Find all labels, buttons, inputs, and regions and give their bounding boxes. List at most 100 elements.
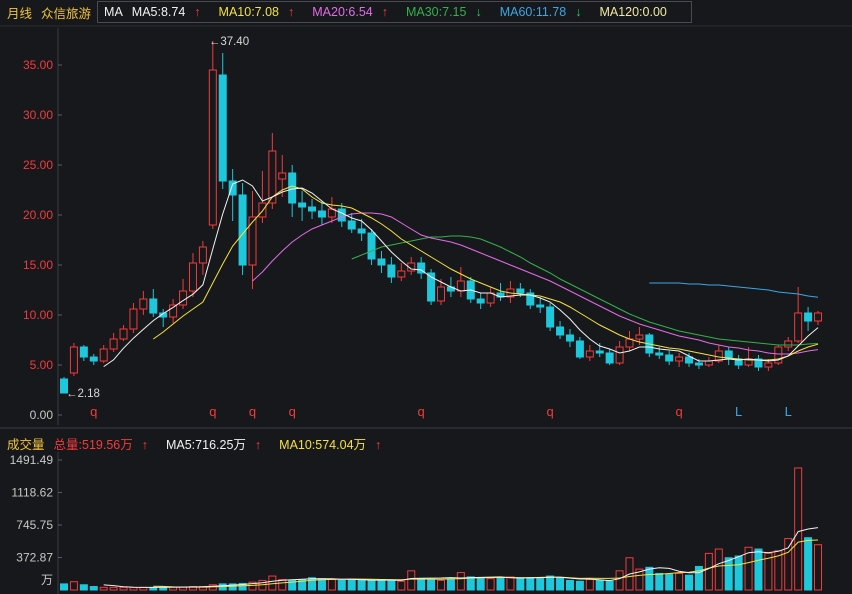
volume-bar <box>536 578 545 591</box>
volume-bar <box>238 582 247 591</box>
volume-bar <box>804 537 813 591</box>
candle <box>198 241 207 275</box>
volume-bar <box>516 577 525 591</box>
candle <box>347 213 356 233</box>
ma30-value: MA30:7.15 ↓ <box>405 5 482 19</box>
volume-bar <box>764 552 773 591</box>
candle-body <box>804 312 813 322</box>
candle <box>278 155 287 197</box>
price-tick-label: 0.00 <box>30 408 54 422</box>
candle <box>129 303 138 333</box>
price-tick-label: 30.00 <box>23 108 53 122</box>
candle-body <box>99 348 108 362</box>
volume-bar <box>60 583 68 591</box>
volume-bar <box>655 572 664 591</box>
candle <box>506 281 515 303</box>
volume-bar <box>417 578 426 591</box>
candle-body <box>288 172 297 204</box>
signal-marker: q <box>249 404 256 419</box>
volume-bar <box>228 583 237 591</box>
price-tick-label: 25.00 <box>23 158 53 172</box>
volume-bar <box>814 544 822 591</box>
candle <box>784 337 793 351</box>
signal-marker: q <box>675 404 682 419</box>
ma20-line <box>252 212 819 355</box>
volume-bar <box>456 572 465 591</box>
candle <box>724 347 733 365</box>
ma20-value: MA20:6.54 ↑ <box>312 5 388 19</box>
candle <box>367 229 376 265</box>
candle-body <box>248 216 257 266</box>
candle-body <box>704 360 713 366</box>
volume-bar <box>685 574 694 591</box>
volume-bar <box>496 577 505 591</box>
volume-bar <box>99 586 108 591</box>
signal-marker: q <box>418 404 425 419</box>
candle <box>60 377 68 394</box>
volume-bar <box>754 548 763 591</box>
candle-body <box>764 362 773 368</box>
candle-body <box>635 334 644 340</box>
candle-body <box>188 262 197 292</box>
candle-body <box>814 312 822 322</box>
candle <box>119 325 128 341</box>
volume-label[interactable]: 成交量 <box>7 437 45 452</box>
candle <box>268 133 277 209</box>
candle <box>308 199 317 219</box>
volume-bar <box>546 575 555 591</box>
candle <box>526 289 535 309</box>
candle-body <box>139 298 148 310</box>
signal-marker: q <box>209 404 216 419</box>
candle-body <box>556 326 565 336</box>
price-tick-label: 20.00 <box>23 208 53 222</box>
candle <box>427 269 436 305</box>
candle-body <box>79 346 88 358</box>
price-tick-label: 10.00 <box>23 308 53 322</box>
candle-body <box>427 272 436 302</box>
volume-bar <box>675 572 684 591</box>
candle <box>456 267 465 297</box>
volume-ma10: MA10:574.04万 ↑ <box>279 437 382 452</box>
candle-body <box>476 298 485 304</box>
candle-body <box>516 288 525 294</box>
volume-tick-label: 372.87 <box>16 551 53 565</box>
volume-total: 总量:519.56万 ↑ <box>53 437 148 452</box>
ma-indicator-box[interactable]: MA MA5:8.74 ↑ MA10:7.08 ↑ MA20:6.54 ↑ MA30:… <box>97 1 692 23</box>
volume-bar <box>79 584 88 591</box>
candle-body <box>258 202 267 218</box>
price-tick-label: 35.00 <box>23 58 53 72</box>
volume-bar <box>605 580 614 591</box>
candle-body <box>89 356 98 362</box>
volume-bar <box>714 548 723 591</box>
candle-body <box>407 262 416 272</box>
candle-body <box>536 304 545 308</box>
candle-body <box>774 346 783 364</box>
signal-marker: L <box>735 404 742 419</box>
candle-body <box>526 292 535 306</box>
volume-ma5-line <box>103 527 819 588</box>
candle <box>159 309 168 327</box>
candle <box>546 303 555 331</box>
candle <box>248 191 257 289</box>
volume-bar <box>288 579 297 591</box>
candle-body <box>685 356 694 364</box>
volume-ma5: MA5:716.25万 ↑ <box>165 437 262 452</box>
candle-body <box>575 340 584 358</box>
candle-body <box>149 298 158 314</box>
volume-bar <box>317 578 326 591</box>
candle <box>605 349 614 365</box>
volume-bar <box>446 578 455 591</box>
candle-body <box>278 172 287 180</box>
candle <box>218 53 227 189</box>
candle <box>179 279 188 309</box>
volume-bar <box>645 566 654 591</box>
ma60-line <box>649 282 819 298</box>
volume-bar <box>109 586 118 591</box>
candle-body <box>397 270 406 278</box>
period-label[interactable]: 月线 <box>7 6 33 21</box>
candle-body <box>417 262 426 274</box>
candle-body <box>218 74 227 182</box>
volume-bar <box>347 579 356 591</box>
candle-body <box>198 246 207 264</box>
